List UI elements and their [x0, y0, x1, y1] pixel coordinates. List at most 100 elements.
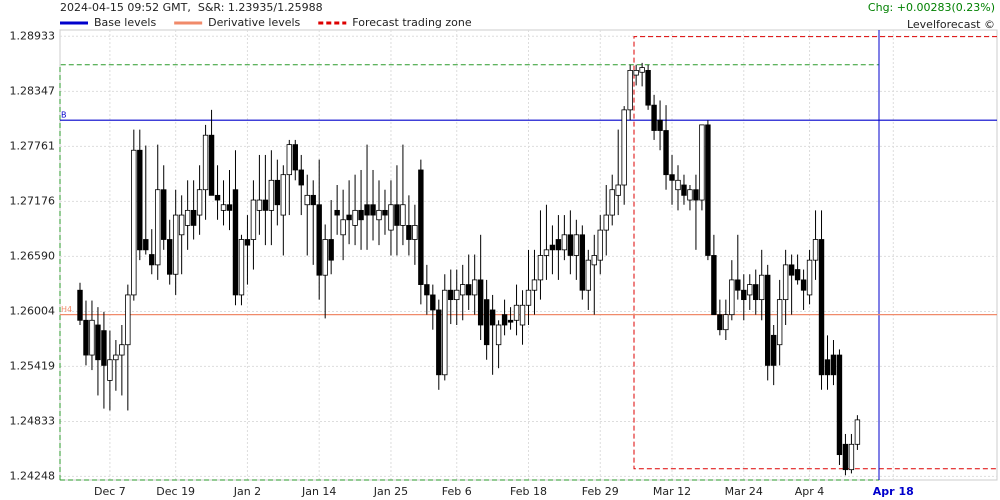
candle-body — [214, 194, 221, 201]
candle-body — [256, 199, 263, 211]
candle-body — [765, 274, 771, 366]
candle-body — [627, 69, 633, 111]
candle-body — [340, 219, 346, 236]
candle-body — [747, 284, 753, 296]
candle-body — [137, 149, 143, 251]
candle-body — [220, 204, 227, 211]
candle-body — [483, 299, 490, 346]
candle-body — [477, 279, 484, 326]
candle-body — [83, 319, 89, 356]
candle-body — [489, 309, 496, 326]
candle-body — [651, 104, 657, 131]
legend-label: Derivative levels — [208, 16, 300, 29]
candle-body — [143, 239, 149, 251]
candle-body — [77, 289, 83, 321]
candle-body — [717, 314, 723, 331]
candle-body — [770, 334, 777, 366]
candle-body — [597, 229, 603, 261]
y-tick-label: 1.26590 — [10, 249, 56, 262]
candle-body — [741, 289, 747, 301]
candle-body — [615, 184, 621, 196]
candle-body — [663, 130, 669, 176]
candle-body — [705, 124, 711, 256]
x-tick-label: Apr 4 — [795, 485, 825, 498]
candle-body — [436, 309, 442, 376]
candle-body — [107, 359, 113, 381]
candle-body — [274, 179, 281, 206]
candle-body — [155, 189, 161, 266]
candle-body — [113, 354, 119, 361]
candle-body — [681, 184, 687, 196]
candle-body — [471, 279, 478, 296]
candle-body — [507, 319, 514, 323]
candle-body — [424, 284, 430, 296]
candle-body — [812, 239, 819, 261]
candle-body — [561, 234, 568, 251]
candle-body — [202, 134, 209, 191]
candle-body — [208, 134, 215, 196]
candle-body — [830, 354, 837, 376]
level-label: B — [61, 111, 67, 120]
candle-body — [406, 225, 412, 240]
candle-body — [95, 324, 101, 361]
candle-body — [645, 69, 651, 106]
candle-body — [621, 109, 627, 186]
x-tick-label: Dec 7 — [94, 485, 126, 498]
candle-body — [370, 204, 376, 216]
y-tick-label: 1.25419 — [10, 359, 56, 372]
candle-body — [854, 419, 861, 445]
candle-body — [161, 189, 167, 240]
candle-body — [119, 344, 125, 356]
candle-body — [782, 264, 789, 301]
candle-body — [388, 204, 394, 231]
candle-body — [149, 254, 155, 266]
candle-body — [238, 239, 245, 296]
candle-body — [824, 359, 831, 376]
candle-body — [711, 255, 717, 316]
x-tick-label: Jan 14 — [301, 485, 336, 498]
candle-body — [394, 204, 400, 226]
candle-body — [166, 239, 173, 275]
candle-body — [555, 239, 562, 251]
x-tick-label: Feb 18 — [510, 485, 547, 498]
candle-body — [800, 279, 807, 291]
candle-body — [465, 284, 472, 296]
candle-body — [591, 255, 597, 266]
candle-body — [788, 264, 795, 276]
candle-body — [657, 119, 663, 131]
candle-body — [400, 204, 406, 226]
candle-body — [244, 239, 251, 246]
candle-body — [501, 314, 508, 326]
candle-body — [794, 269, 801, 281]
y-tick-label: 1.24833 — [10, 414, 56, 427]
candle-body — [759, 274, 765, 301]
x-tick-label: Apr 18 — [873, 485, 914, 498]
candle-body — [346, 214, 352, 221]
legend-label: Base levels — [94, 16, 156, 29]
candle-body — [454, 289, 460, 301]
candle-body — [304, 194, 310, 206]
candle-body — [531, 279, 538, 291]
candle-body — [280, 174, 287, 216]
candle-body — [699, 124, 705, 201]
level-label: H4 — [61, 305, 72, 314]
x-tick-label: Dec 19 — [156, 485, 195, 498]
x-tick-label: Jan 25 — [373, 485, 408, 498]
chart-title: 2024-04-15 09:52 GMT, S&R: 1.23935/1.259… — [60, 1, 323, 14]
candle-body — [573, 234, 580, 256]
candle-body — [693, 189, 699, 201]
candle-body — [412, 225, 418, 240]
candle-body — [298, 169, 304, 186]
candle-body — [430, 294, 436, 311]
candle-body — [776, 299, 783, 346]
x-tick-label: Mar 24 — [725, 485, 763, 498]
candle-body — [806, 259, 813, 296]
y-tick-label: 1.27176 — [10, 194, 56, 207]
candle-body — [753, 284, 759, 301]
candle-body — [232, 189, 239, 296]
candle-body — [184, 209, 191, 226]
candle-body — [322, 239, 328, 276]
legend-label: Forecast trading zone — [352, 16, 472, 29]
candle-body — [358, 209, 364, 221]
candle-body — [818, 239, 825, 376]
